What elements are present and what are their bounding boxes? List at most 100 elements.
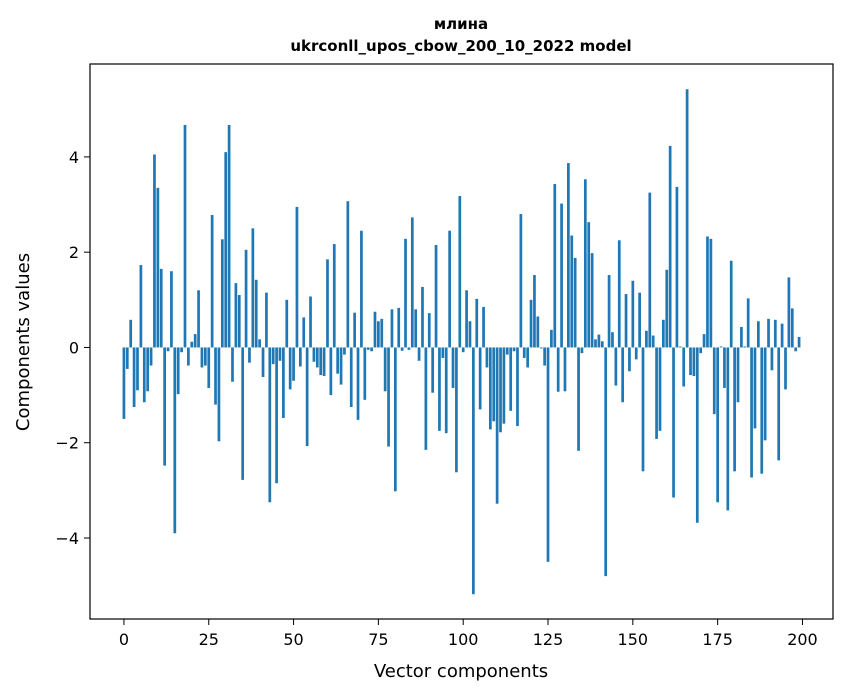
bar-46 xyxy=(278,347,282,361)
bar-131 xyxy=(567,163,570,348)
bar-160 xyxy=(665,269,669,348)
bar-153 xyxy=(641,347,645,472)
bar-41 xyxy=(261,347,265,377)
bar-29 xyxy=(220,239,224,348)
bar-58 xyxy=(319,347,323,376)
bar-27 xyxy=(214,347,217,405)
bar-25 xyxy=(207,347,211,388)
bar-56 xyxy=(312,347,316,362)
bar-118 xyxy=(522,347,526,358)
bar-140 xyxy=(597,334,601,348)
bar-21 xyxy=(193,334,197,348)
bar-184 xyxy=(746,298,750,348)
bar-50 xyxy=(292,347,295,381)
bar-151 xyxy=(634,347,638,360)
bar-125 xyxy=(546,347,550,562)
bar-100 xyxy=(461,347,465,353)
bar-198 xyxy=(794,347,798,352)
bar-75 xyxy=(377,321,380,348)
bar-103 xyxy=(472,347,475,595)
bar-78 xyxy=(387,347,390,447)
chart-title-line-1: млина xyxy=(434,15,488,33)
bar-105 xyxy=(478,347,482,410)
x-tick-label: 25 xyxy=(199,630,219,649)
x-tick-label: 100 xyxy=(448,630,479,649)
bar-139 xyxy=(594,339,597,348)
bar-51 xyxy=(295,206,299,348)
bar-72 xyxy=(366,347,370,350)
x-tick-label: 150 xyxy=(618,630,649,649)
bar-126 xyxy=(550,329,553,348)
bar-7 xyxy=(146,347,150,392)
bar-87 xyxy=(417,347,421,361)
bar-89 xyxy=(424,347,428,450)
bar-196 xyxy=(787,277,791,348)
bar-165 xyxy=(682,347,686,387)
bar-63 xyxy=(336,347,340,374)
x-tick-label: 125 xyxy=(533,630,564,649)
bar-57 xyxy=(315,347,319,368)
bar-30 xyxy=(224,152,228,348)
y-axis-ticks: −4 −2 0 2 4 xyxy=(55,148,90,548)
bar-28 xyxy=(217,347,221,442)
bar-64 xyxy=(339,347,343,385)
bar-119 xyxy=(526,347,530,368)
bar-174 xyxy=(712,347,716,415)
bar-124 xyxy=(543,347,546,366)
bar-182 xyxy=(740,326,743,348)
bar-144 xyxy=(611,332,614,348)
bar-193 xyxy=(777,347,781,461)
plot-frame xyxy=(89,63,834,620)
bar-123 xyxy=(539,347,543,349)
bar-36 xyxy=(244,249,248,348)
bar-168 xyxy=(692,347,696,377)
bar-93 xyxy=(438,347,441,431)
bar-156 xyxy=(651,335,655,348)
bar-67 xyxy=(349,347,353,407)
bar-197 xyxy=(790,308,794,348)
bar-175 xyxy=(716,347,719,503)
bar-120 xyxy=(529,299,533,348)
bar-181 xyxy=(736,347,740,403)
bar-130 xyxy=(563,347,567,392)
bar-173 xyxy=(709,238,713,348)
bar-13 xyxy=(166,347,170,352)
bar-136 xyxy=(583,179,587,348)
bar-177 xyxy=(723,347,726,388)
bar-68 xyxy=(353,312,356,348)
bar-5 xyxy=(139,265,143,348)
bar-61 xyxy=(329,347,333,396)
bar-112 xyxy=(502,347,506,424)
bar-191 xyxy=(770,347,774,371)
x-tick-label: 200 xyxy=(787,630,818,649)
bar-185 xyxy=(750,347,753,478)
bar-9 xyxy=(153,154,156,348)
bar-90 xyxy=(427,313,431,348)
bar-115 xyxy=(512,347,516,352)
bar-180 xyxy=(733,347,736,472)
bar-12 xyxy=(163,347,166,466)
bar-83 xyxy=(404,238,407,348)
bar-121 xyxy=(533,275,536,348)
bar-164 xyxy=(678,346,682,348)
bar-8 xyxy=(149,347,153,366)
bar-37 xyxy=(248,347,251,363)
bar-190 xyxy=(767,318,770,348)
bar-172 xyxy=(706,236,709,348)
bar-109 xyxy=(492,347,496,422)
bar-2 xyxy=(129,319,133,348)
bar-132 xyxy=(570,235,574,348)
bar-178 xyxy=(726,347,730,511)
bar-70 xyxy=(360,230,363,348)
bar-62 xyxy=(332,244,336,348)
bar-162 xyxy=(672,347,675,498)
bar-129 xyxy=(560,203,563,348)
bar-108 xyxy=(488,347,492,430)
bar-150 xyxy=(631,280,635,348)
bar-31 xyxy=(227,124,231,348)
bar-163 xyxy=(675,186,679,348)
bar-65 xyxy=(343,347,346,355)
bar-187 xyxy=(757,321,760,348)
bar-84 xyxy=(407,347,411,350)
